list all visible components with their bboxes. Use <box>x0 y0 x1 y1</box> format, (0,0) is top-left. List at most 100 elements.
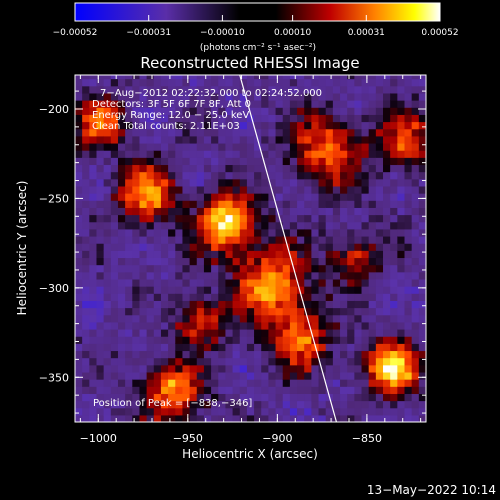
heatmap-cell <box>397 321 406 330</box>
heatmap-cell <box>110 92 119 101</box>
heatmap-cell <box>132 114 141 123</box>
plot-frame <box>74 74 427 423</box>
heatmap-cell <box>268 235 277 244</box>
heatmap-cell <box>254 92 262 101</box>
heatmap-cell <box>153 78 162 87</box>
heatmap-cell <box>325 228 334 237</box>
heatmap-cell <box>132 193 141 201</box>
heatmap-cell <box>96 114 105 123</box>
heatmap-cell <box>117 371 126 380</box>
heatmap-cell <box>139 193 148 201</box>
heatmap-cell <box>404 164 413 173</box>
heatmap-cell <box>304 278 312 287</box>
heatmap-cell <box>404 221 413 230</box>
heatmap-cell <box>304 193 312 201</box>
heatmap-cell <box>254 314 262 323</box>
heatmap-cell <box>139 75 148 80</box>
heatmap-cell <box>361 386 370 394</box>
heatmap-cell <box>318 407 327 416</box>
heatmap-cell <box>110 271 119 280</box>
heatmap-cell <box>139 314 148 323</box>
heatmap-cell <box>347 114 355 123</box>
heatmap-cell <box>289 250 298 259</box>
heatmap-cell <box>340 85 348 94</box>
heatmap-cell <box>110 85 119 94</box>
heatmap-cell <box>261 157 269 166</box>
heatmap-cell <box>332 100 341 108</box>
heatmap-cell <box>354 314 363 323</box>
heatmap-cell <box>218 243 227 251</box>
heatmap-cell <box>218 200 227 208</box>
heatmap-cell <box>110 107 119 115</box>
heatmap-cell <box>261 121 269 130</box>
heatmap-cell <box>332 414 341 422</box>
heatmap-cell <box>304 185 312 194</box>
heatmap-cell <box>153 264 162 273</box>
heatmap-cell <box>232 386 241 394</box>
heatmap-cell <box>368 393 377 402</box>
heatmap-cell <box>196 150 205 158</box>
heatmap-cell <box>146 293 155 301</box>
heatmap-cell <box>160 100 169 108</box>
heatmap-cell <box>110 207 119 216</box>
heatmap-cell <box>268 142 277 151</box>
heatmap-cell <box>75 379 83 387</box>
heatmap-cell <box>182 307 191 316</box>
heatmap-cell <box>332 371 341 380</box>
heatmap-cell <box>282 300 291 309</box>
heatmap-cell <box>153 400 162 409</box>
heatmap-cell <box>139 235 148 244</box>
heatmap-cell <box>89 193 98 201</box>
heatmap-cell <box>397 142 406 151</box>
heatmap-cell <box>132 379 141 387</box>
heatmap-cell <box>404 357 413 366</box>
heatmap-cell <box>218 293 227 301</box>
heatmap-cell <box>153 336 162 344</box>
heatmap-cell <box>89 171 98 180</box>
heatmap-cell <box>289 75 298 80</box>
heatmap-cell <box>103 235 112 244</box>
heatmap-cell <box>268 250 277 259</box>
heatmap-cell <box>397 400 406 409</box>
heatmap-cell <box>340 321 348 330</box>
heatmap-cell <box>117 350 126 359</box>
heatmap-cell <box>318 393 327 402</box>
heatmap-cell <box>211 307 219 316</box>
heatmap-cell <box>153 85 162 94</box>
heatmap-cell <box>418 386 426 394</box>
heatmap-cell <box>282 286 291 294</box>
heatmap-cell <box>282 75 291 80</box>
heatmap-cell <box>340 92 348 101</box>
heatmap-cell <box>189 100 198 108</box>
heatmap-cell <box>347 407 355 416</box>
heatmap-cell <box>368 75 377 80</box>
heatmap-cell <box>175 221 184 230</box>
heatmap-cell <box>203 386 212 394</box>
heatmap-cell <box>397 371 406 380</box>
heatmap-cell <box>96 214 105 223</box>
heatmap-cell <box>361 336 370 344</box>
heatmap-cell <box>96 121 105 130</box>
heatmap-cell <box>132 214 141 223</box>
heatmap-cell <box>411 386 420 394</box>
heatmap-cell <box>75 371 83 380</box>
heatmap-cell <box>254 393 262 402</box>
heatmap-cell <box>404 135 413 144</box>
heatmap-cell <box>354 228 363 237</box>
heatmap-cell <box>383 114 391 123</box>
heatmap-cell <box>196 293 205 301</box>
heatmap-cell <box>304 271 312 280</box>
heatmap-cell <box>168 157 176 166</box>
heatmap-cell <box>146 278 155 287</box>
heatmap-cell <box>225 350 234 359</box>
heatmap-cell <box>75 157 83 166</box>
heatmap-cell <box>89 221 98 230</box>
heatmap-cell <box>383 228 391 237</box>
heatmap-cell <box>232 142 241 151</box>
heatmap-cell <box>89 314 98 323</box>
heatmap-cell <box>218 350 227 359</box>
heatmap-cell <box>110 400 119 409</box>
heatmap-cell <box>254 250 262 259</box>
heatmap-cell <box>254 293 262 301</box>
heatmap-cell <box>125 228 133 237</box>
